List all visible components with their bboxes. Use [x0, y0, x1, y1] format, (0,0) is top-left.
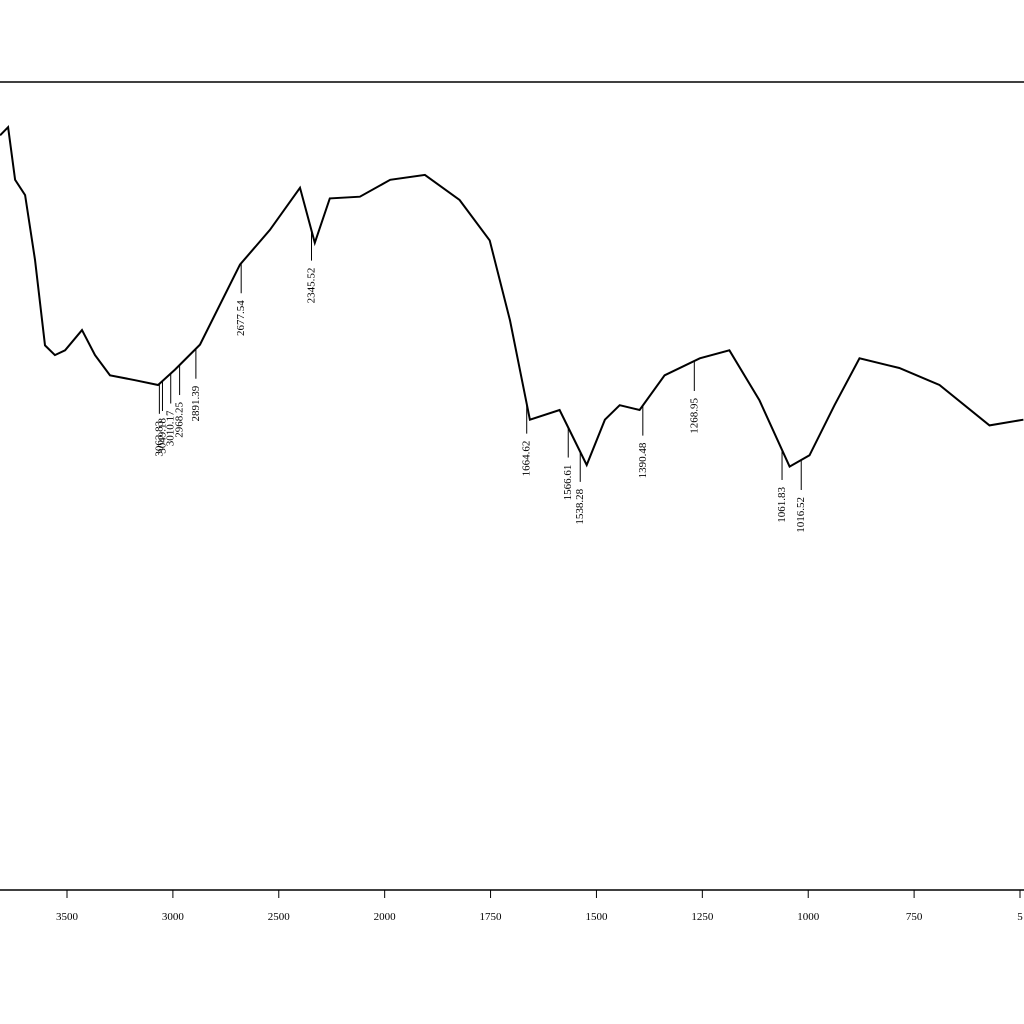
- peak-label: 3063.83: [153, 420, 165, 456]
- x-tick-label: 1000: [797, 911, 820, 923]
- peak-label: 3010.17: [165, 410, 177, 446]
- peak-label: 1390.48: [637, 442, 649, 478]
- peak-label: 1664.62: [521, 441, 533, 477]
- peak-label: 1538.28: [574, 488, 586, 524]
- x-tick-label: 2000: [374, 911, 397, 923]
- peak-label: 1016.52: [795, 497, 807, 533]
- x-tick-label: 5: [1017, 911, 1023, 923]
- peak-label: 2677.54: [235, 300, 247, 336]
- spectrum-line: [0, 125, 1024, 469]
- peak-label: 2968.25: [174, 402, 186, 438]
- peak-label: 2345.52: [305, 268, 317, 304]
- x-tick-label: 3500: [56, 911, 79, 923]
- peak-label: 1268.95: [688, 397, 700, 433]
- x-tick-label: 2500: [268, 911, 291, 923]
- x-tick-label: 3000: [162, 911, 185, 923]
- peak-label: 2891.39: [190, 385, 202, 421]
- x-tick-label: 1750: [480, 911, 503, 923]
- peak-label: 1566.61: [562, 465, 574, 501]
- peak-label: 3049.18: [156, 418, 168, 454]
- x-tick-label: 1500: [585, 911, 608, 923]
- x-tick-label: 1250: [691, 911, 714, 923]
- peak-label: 1061.83: [776, 486, 788, 522]
- x-tick-label: 750: [906, 911, 923, 923]
